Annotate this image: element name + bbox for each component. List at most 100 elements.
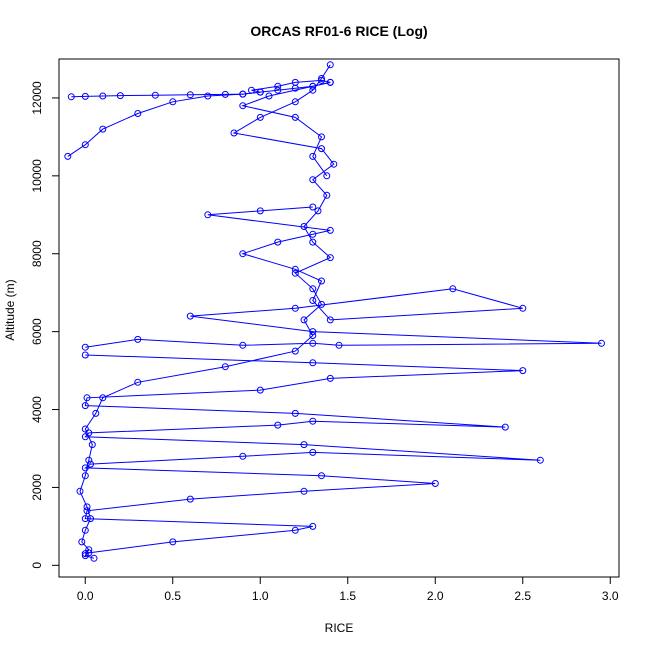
data-point (81, 515, 89, 523)
y-tick-label: 8000 (30, 240, 44, 267)
data-point (326, 61, 334, 69)
series-0 (76, 61, 338, 562)
data-point (239, 250, 247, 258)
data-point (326, 374, 334, 382)
data-point (81, 472, 89, 480)
x-axis: 0.0 0.5 1.0 1.5 2.0 2.5 3.0 (77, 577, 619, 603)
series-line (79, 64, 335, 559)
data-point (204, 92, 212, 100)
data-point (314, 207, 322, 215)
data-point (186, 91, 194, 99)
data-point (81, 464, 89, 472)
x-axis-label: RICE (325, 621, 354, 635)
data-point (326, 316, 334, 324)
data-point (92, 409, 100, 417)
series-4 (67, 78, 334, 101)
data-point (326, 254, 334, 262)
data-point (335, 341, 343, 349)
data-point (134, 110, 142, 117)
data-point (309, 339, 317, 347)
y-tick-label: 0 (30, 562, 44, 569)
data-point (274, 86, 282, 94)
series-line (67, 79, 331, 177)
data-point (239, 90, 247, 98)
x-tick-label: 1.5 (339, 589, 356, 603)
chart-title: ORCAS RF01-6 RICE (Log) (250, 23, 427, 39)
data-point (99, 125, 107, 133)
data-point (309, 203, 317, 211)
data-point (291, 84, 299, 92)
series-line (83, 354, 541, 555)
data-point (81, 526, 89, 534)
data-point (318, 133, 325, 141)
series-line (85, 206, 602, 348)
data-point (85, 429, 93, 437)
plot-frame (58, 58, 620, 578)
data-point (309, 328, 317, 336)
data-point (239, 452, 247, 460)
data-point (318, 145, 325, 153)
data-point (309, 86, 317, 94)
plot-area (64, 61, 605, 562)
data-point (291, 526, 299, 534)
series-line (71, 81, 331, 98)
data-point (134, 335, 142, 343)
data-point (309, 285, 317, 293)
data-point (83, 507, 91, 515)
data-point (256, 386, 264, 394)
y-tick-label: 4000 (30, 396, 44, 423)
data-point (326, 78, 334, 86)
data-point (274, 82, 282, 90)
data-point (309, 417, 317, 425)
data-point (326, 226, 334, 234)
data-point (116, 92, 124, 100)
data-point (291, 347, 299, 355)
data-point (309, 332, 317, 339)
x-tick-label: 2.5 (514, 589, 531, 603)
data-point (78, 538, 86, 546)
data-point (169, 538, 177, 546)
data-point (99, 92, 107, 100)
data-point (265, 92, 273, 100)
data-point (291, 304, 299, 312)
x-tick-label: 2.0 (427, 589, 444, 603)
data-point (309, 359, 317, 367)
data-point (291, 269, 299, 277)
y-axis-label: Altitude (m) (3, 279, 17, 340)
data-point (318, 75, 325, 82)
data-point (186, 312, 194, 320)
series-3 (64, 76, 334, 180)
data-point (64, 152, 72, 160)
data-point (230, 129, 238, 137)
data-point (291, 409, 299, 417)
data-point (81, 351, 89, 359)
data-point (309, 297, 317, 304)
data-point (598, 339, 605, 347)
data-point (330, 160, 338, 168)
x-tick-label: 1.0 (252, 589, 269, 603)
data-point (256, 207, 264, 215)
x-tick-label: 0.0 (77, 589, 94, 603)
data-point (291, 98, 299, 106)
data-point (309, 522, 317, 530)
data-point (88, 441, 96, 449)
y-tick-label: 6000 (30, 318, 44, 345)
data-point (274, 238, 282, 246)
data-point (536, 456, 544, 464)
data-point (221, 363, 229, 371)
data-point (431, 480, 439, 487)
y-tick-label: 2000 (30, 474, 44, 501)
data-point (519, 304, 527, 312)
data-point (151, 91, 159, 99)
data-point (87, 460, 94, 468)
data-point (67, 93, 75, 101)
data-point (204, 211, 212, 219)
data-point (221, 90, 229, 98)
data-point (83, 394, 91, 402)
data-point (318, 76, 325, 84)
data-point (309, 152, 317, 160)
data-point (239, 341, 247, 349)
data-point (85, 456, 93, 464)
data-point (309, 448, 317, 456)
